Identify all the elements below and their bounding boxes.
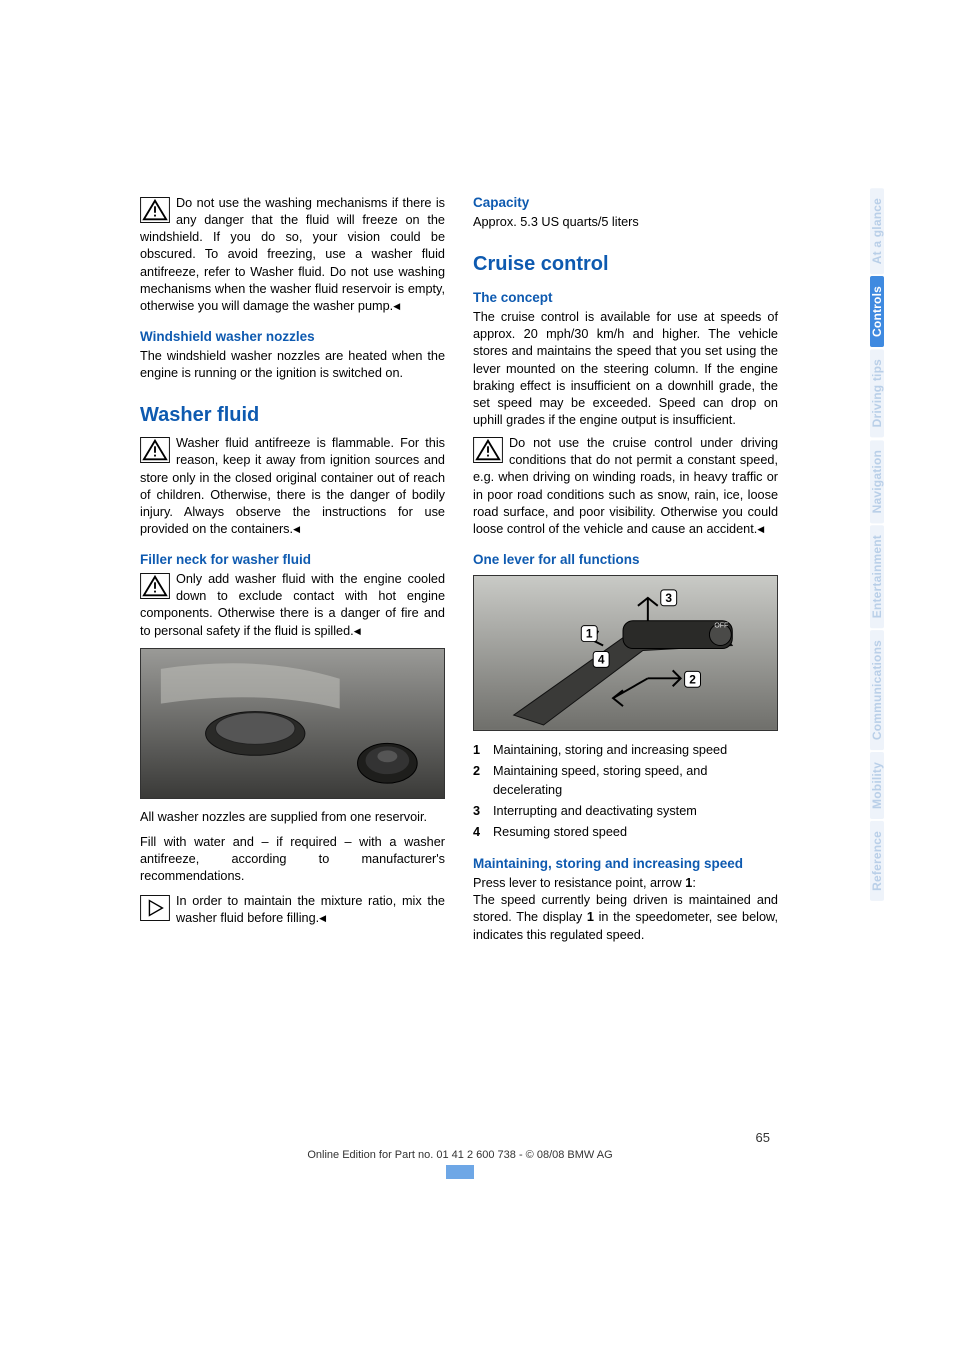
tip-mixture: In order to maintain the mixture ratio, … bbox=[140, 893, 445, 927]
text-fill-water: Fill with water and – if required – with… bbox=[140, 834, 445, 885]
figure-cruise-lever: 1 3 2 4 OFF bbox=[473, 575, 778, 731]
list-item-number: 4 bbox=[473, 823, 493, 842]
warning-flammable: Washer fluid antifreeze is flammable. Fo… bbox=[140, 435, 445, 538]
heading-concept: The concept bbox=[473, 290, 778, 305]
text-nozzles-heated: The windshield washer nozzles are heated… bbox=[140, 348, 445, 382]
figure-filler-neck bbox=[140, 648, 445, 799]
warning-cruise: Do not use the cruise control under driv… bbox=[473, 435, 778, 538]
warning-hot-engine-text: Only add washer fluid with the engine co… bbox=[140, 572, 445, 637]
end-marker: ◀ bbox=[319, 913, 326, 923]
heading-washer-fluid: Washer fluid bbox=[140, 404, 445, 427]
list-item-number: 3 bbox=[473, 802, 493, 821]
list-item-text: Interrupting and deactivating system bbox=[493, 802, 697, 821]
side-nav-tabs: At a glance Controls Driving tips Navigatio… bbox=[870, 188, 896, 903]
side-tab-reference[interactable]: Reference bbox=[870, 821, 884, 901]
lever-function-list: 1Maintaining, storing and increasing spe… bbox=[473, 741, 778, 842]
warning-cruise-text: Do not use the cruise control under driv… bbox=[473, 436, 778, 536]
warning-icon bbox=[473, 437, 503, 463]
text-reservoir: All washer nozzles are supplied from one… bbox=[140, 809, 445, 826]
left-column: Do not use the washing mechanisms if the… bbox=[140, 195, 445, 944]
footer-accent-bar bbox=[446, 1165, 474, 1179]
heading-maintain-speed: Maintaining, storing and increasing spee… bbox=[473, 856, 778, 871]
tip-icon bbox=[140, 895, 170, 921]
end-marker: ◀ bbox=[293, 524, 300, 534]
footer-line: Online Edition for Part no. 01 41 2 600 … bbox=[140, 1149, 780, 1161]
svg-text:OFF: OFF bbox=[714, 623, 728, 630]
warning-freeze-text: Do not use the washing mechanisms if the… bbox=[140, 196, 445, 313]
list-item-text: Maintaining speed, storing speed, and de… bbox=[493, 762, 778, 800]
svg-text:2: 2 bbox=[689, 672, 696, 686]
page-content: Do not use the washing mechanisms if the… bbox=[140, 195, 780, 944]
text-press-lever: Press lever to resistance point, arrow 1… bbox=[473, 875, 778, 944]
end-marker: ◀ bbox=[393, 301, 400, 311]
heading-filler-neck: Filler neck for washer fluid bbox=[140, 552, 445, 567]
side-tab-communications[interactable]: Communications bbox=[870, 630, 884, 750]
heading-one-lever: One lever for all functions bbox=[473, 552, 778, 567]
list-item: 2Maintaining speed, storing speed, and d… bbox=[473, 762, 778, 800]
side-tab-entertainment[interactable]: Entertainment bbox=[870, 525, 884, 628]
svg-text:1: 1 bbox=[586, 627, 593, 641]
list-item: 4Resuming stored speed bbox=[473, 823, 778, 842]
svg-text:3: 3 bbox=[665, 591, 672, 605]
list-item: 1Maintaining, storing and increasing spe… bbox=[473, 741, 778, 760]
warning-icon bbox=[140, 573, 170, 599]
warning-icon bbox=[140, 197, 170, 223]
page-number: 65 bbox=[140, 1130, 780, 1145]
end-marker: ◀ bbox=[757, 524, 764, 534]
page-footer: 65 Online Edition for Part no. 01 41 2 6… bbox=[140, 1130, 780, 1179]
heading-capacity: Capacity bbox=[473, 195, 778, 210]
list-item-text: Maintaining, storing and increasing spee… bbox=[493, 741, 727, 760]
text-concept: The cruise control is available for use … bbox=[473, 309, 778, 429]
list-item-number: 2 bbox=[473, 762, 493, 800]
side-tab-driving-tips[interactable]: Driving tips bbox=[870, 349, 884, 437]
right-column: Capacity Approx. 5.3 US quarts/5 liters … bbox=[473, 195, 778, 944]
warning-flammable-text: Washer fluid antifreeze is flammable. Fo… bbox=[140, 436, 445, 536]
side-tab-at-a-glance[interactable]: At a glance bbox=[870, 188, 884, 274]
tip-mixture-text: In order to maintain the mixture ratio, … bbox=[176, 894, 445, 925]
list-item-text: Resuming stored speed bbox=[493, 823, 627, 842]
side-tab-mobility[interactable]: Mobility bbox=[870, 752, 884, 819]
side-tab-navigation[interactable]: Navigation bbox=[870, 440, 884, 523]
heading-windshield-nozzles: Windshield washer nozzles bbox=[140, 329, 445, 344]
warning-icon bbox=[140, 437, 170, 463]
side-tab-controls[interactable]: Controls bbox=[870, 276, 884, 347]
warning-freeze: Do not use the washing mechanisms if the… bbox=[140, 195, 445, 315]
list-item: 3Interrupting and deactivating system bbox=[473, 802, 778, 821]
heading-cruise-control: Cruise control bbox=[473, 253, 778, 276]
text-capacity: Approx. 5.3 US quarts/5 liters bbox=[473, 214, 778, 231]
end-marker: ◀ bbox=[354, 626, 361, 636]
svg-text:4: 4 bbox=[598, 652, 605, 666]
warning-hot-engine: Only add washer fluid with the engine co… bbox=[140, 571, 445, 640]
list-item-number: 1 bbox=[473, 741, 493, 760]
